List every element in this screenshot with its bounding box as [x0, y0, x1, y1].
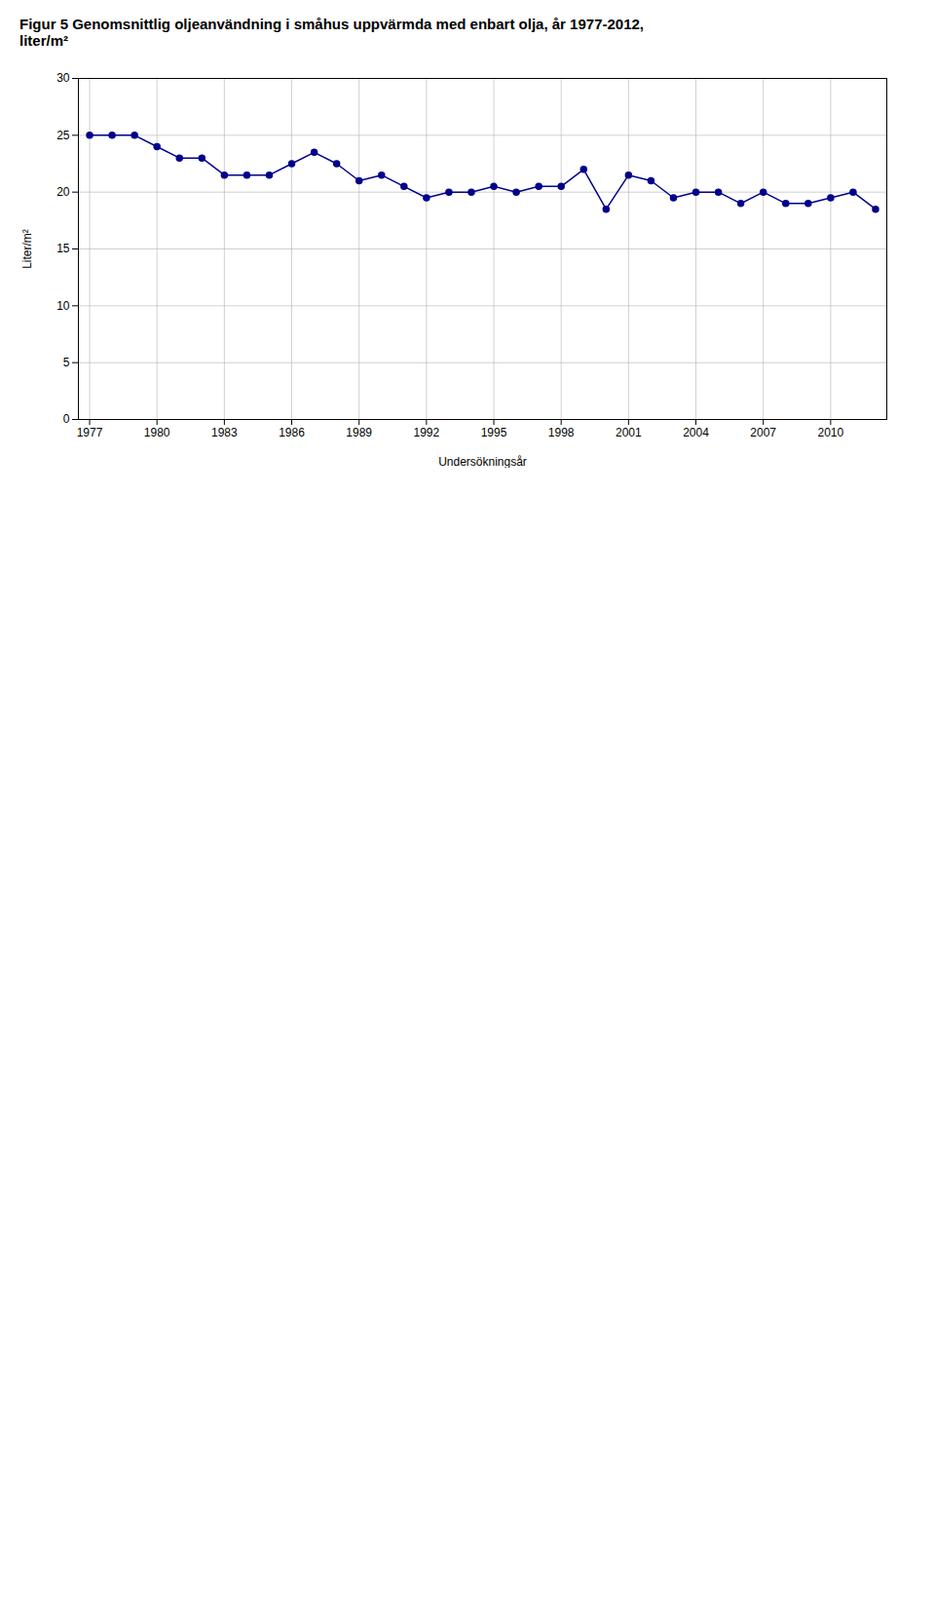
svg-text:1995: 1995 — [481, 425, 508, 440]
svg-text:1998: 1998 — [548, 425, 575, 440]
html-text:Figur 5 Genomsnittlig oljeanvä: Figur 5 Genomsnittlig oljeanvändning i s… — [19, 15, 644, 49]
svg-text:1980: 1980 — [144, 425, 171, 440]
svg-text:1992: 1992 — [413, 425, 441, 440]
svg-text:1989: 1989 — [345, 425, 373, 440]
svg-text:1986: 1986 — [278, 425, 305, 440]
svg-text:1983: 1983 — [211, 425, 238, 440]
svg-text:30: 30 — [56, 71, 71, 85]
svg-text:20: 20 — [56, 185, 71, 199]
svg-text:10: 10 — [56, 299, 71, 313]
svg-text:2007: 2007 — [749, 425, 777, 440]
svg-text:5: 5 — [63, 355, 71, 370]
svg-text:15: 15 — [56, 241, 71, 256]
svg-text:Liter/m²: Liter/m² — [20, 228, 35, 269]
svg-text:2004: 2004 — [682, 425, 710, 440]
svg-text:25: 25 — [56, 128, 71, 143]
svg-text:0: 0 — [63, 411, 71, 426]
svg-text:1977: 1977 — [76, 425, 104, 440]
svg-text:2001: 2001 — [615, 425, 642, 440]
svg-text:2010: 2010 — [818, 425, 845, 440]
svg-text:Undersökningsår: Undersökningsår — [438, 454, 527, 469]
